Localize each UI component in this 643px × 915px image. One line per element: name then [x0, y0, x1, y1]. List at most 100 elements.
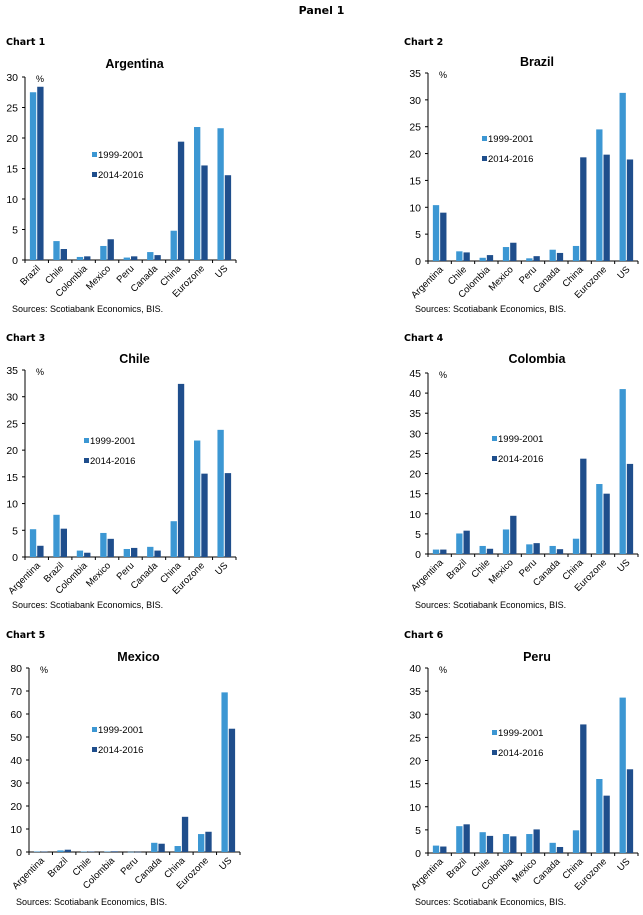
bar-eurozone-1999-2001	[596, 129, 603, 261]
legend-label: 1999-2001	[98, 150, 143, 161]
legend-label: 1999-2001	[488, 134, 533, 145]
bar-colombia-1999-2001	[502, 834, 510, 853]
chart-title: Mexico	[117, 650, 160, 664]
chart-title: Colombia	[509, 352, 567, 366]
y-tick-label: 15	[409, 779, 421, 791]
bar-brazil-1999-2001	[57, 850, 64, 852]
bar-peru-1999-2001	[526, 258, 533, 261]
y-tick-label: 15	[409, 489, 421, 501]
y-tick-label: 40	[409, 663, 421, 675]
bar-canada-1999-2001	[549, 545, 556, 554]
bar-mexico-1999-2001	[502, 247, 510, 261]
bar-china-2014-2016	[177, 141, 185, 260]
source-note: Sources: Scotiabank Economics, BIS.	[415, 304, 566, 314]
y-tick-label: 25	[409, 448, 421, 460]
x-category-label: US	[615, 856, 632, 873]
x-category-label: Brazil	[445, 856, 470, 881]
x-category-label: Argentina	[409, 856, 446, 893]
legend-swatch	[84, 458, 89, 463]
bar-china-1999-2001	[170, 230, 177, 260]
bar-us-1999-2001	[619, 92, 626, 261]
y-tick-label: 20	[10, 801, 22, 813]
bar-us-2014-2016	[626, 463, 634, 554]
bar-colombia-1999-2001	[76, 550, 84, 557]
bar-mexico-1999-2001	[502, 529, 510, 554]
bar-chile-2014-2016	[486, 835, 494, 853]
chart-4-label: Chart 4	[404, 333, 444, 344]
bar-mexico-2014-2016	[107, 538, 114, 557]
y-tick-label: 5	[415, 529, 421, 541]
bar-mexico-2014-2016	[510, 242, 517, 261]
legend-label: 1999-2001	[90, 436, 135, 447]
bar-brazil-1999-2001	[29, 92, 37, 260]
chart-5-label: Chart 5	[6, 630, 46, 641]
chart-2-label: Chart 2	[404, 37, 444, 48]
bar-chile-2014-2016	[463, 252, 470, 261]
bar-peru-2014-2016	[135, 851, 142, 853]
bar-canada-1999-2001	[549, 249, 556, 261]
bar-china-1999-2001	[170, 521, 177, 557]
bar-china-1999-2001	[174, 846, 181, 852]
bar-canada-2014-2016	[556, 252, 564, 261]
bar-mexico-1999-2001	[526, 834, 533, 853]
source-note: Sources: Scotiabank Economics, BIS.	[415, 600, 566, 610]
y-tick-label: 25	[6, 418, 18, 430]
bar-mexico-2014-2016	[510, 515, 517, 554]
source-note: Sources: Scotiabank Economics, BIS.	[16, 897, 167, 907]
source-note: Sources: Scotiabank Economics, BIS.	[12, 600, 163, 610]
bar-us-1999-2001	[619, 389, 626, 554]
legend-swatch	[92, 172, 97, 177]
legend-label: 1999-2001	[498, 434, 543, 445]
y-tick-label: 20	[6, 445, 18, 457]
bar-peru-1999-2001	[123, 548, 130, 557]
bar-canada-2014-2016	[158, 843, 165, 852]
y-unit-label: %	[439, 370, 447, 380]
bar-chile-1999-2001	[80, 851, 88, 853]
y-tick-label: 35	[409, 68, 421, 80]
y-tick-label: 25	[409, 732, 421, 744]
legend-swatch	[84, 438, 89, 443]
y-tick-label: 60	[10, 709, 22, 721]
legend-swatch	[492, 730, 497, 735]
bar-colombia-2014-2016	[486, 255, 494, 261]
y-tick-label: 15	[6, 164, 18, 176]
y-tick-label: 35	[409, 408, 421, 420]
bar-canada-2014-2016	[556, 846, 564, 853]
bar-colombia-1999-2001	[479, 257, 486, 261]
bar-us-2014-2016	[626, 159, 634, 261]
chart-1-label: Chart 1	[6, 37, 46, 48]
bar-argentina-2014-2016	[440, 212, 447, 261]
bar-colombia-1999-2001	[104, 851, 111, 853]
legend-swatch	[92, 152, 97, 157]
bar-canada-2014-2016	[154, 255, 161, 260]
bar-peru-2014-2016	[131, 547, 138, 557]
y-unit-label: %	[40, 665, 48, 675]
y-tick-label: 35	[409, 686, 421, 698]
y-tick-label: 40	[10, 755, 22, 767]
bar-brazil-2014-2016	[60, 528, 67, 557]
bar-mexico-2014-2016	[107, 239, 114, 260]
bar-eurozone-1999-2001	[596, 779, 603, 853]
y-tick-label: 30	[6, 72, 18, 84]
bar-canada-2014-2016	[154, 550, 161, 557]
y-tick-label: 10	[409, 202, 421, 214]
bar-china-1999-2001	[572, 245, 580, 261]
bar-colombia-2014-2016	[84, 256, 91, 260]
y-tick-label: 30	[6, 392, 18, 404]
bar-us-2014-2016	[228, 728, 236, 852]
legend-label: 2014-2016	[98, 745, 143, 756]
y-tick-label: 40	[409, 388, 421, 400]
bar-us-1999-2001	[221, 692, 228, 852]
legend-swatch	[92, 747, 97, 752]
legend-label: 2014-2016	[498, 748, 543, 759]
bar-brazil-2014-2016	[37, 86, 44, 260]
y-tick-label: 30	[409, 428, 421, 440]
bar-eurozone-2014-2016	[205, 831, 212, 852]
chart-3-label: Chart 3	[6, 333, 46, 344]
y-tick-label: 0	[12, 255, 18, 267]
bar-chile-2014-2016	[60, 249, 67, 260]
y-unit-label: %	[439, 665, 447, 675]
